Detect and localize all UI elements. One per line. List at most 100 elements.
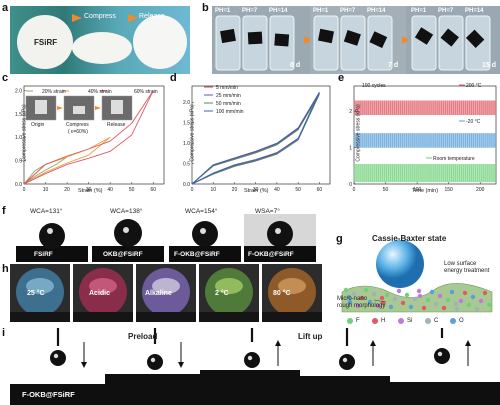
water-droplet xyxy=(147,354,163,370)
atom xyxy=(392,296,398,302)
y-tick-label: 2.0 xyxy=(183,100,190,106)
ph-label: PH=1 xyxy=(313,8,329,14)
arrow-icon xyxy=(402,36,410,44)
arrow-icon xyxy=(72,14,82,22)
panel-a-letter: a xyxy=(2,2,9,14)
drop-label: Acidic xyxy=(89,290,111,297)
substrate xyxy=(92,246,164,262)
ph-label: PH=7 xyxy=(438,8,454,14)
arrow-icon xyxy=(57,106,63,110)
atom xyxy=(400,300,406,306)
chart-e-xlabel: Time (min) xyxy=(412,188,439,194)
wca-label: WCA=138° xyxy=(110,208,143,215)
series-line xyxy=(191,93,320,185)
droplet-reflection xyxy=(152,278,180,294)
legend-50: 50 mm/min xyxy=(216,101,241,107)
droplet-reflection xyxy=(215,278,243,294)
sample-piece xyxy=(220,28,236,44)
fsirf-sample-original xyxy=(17,15,73,69)
element-label: F xyxy=(356,318,360,324)
fsirf-label: FSiRF xyxy=(34,38,58,47)
panel-d-letter: d xyxy=(170,72,177,84)
x-tick-label: 30 xyxy=(86,187,92,193)
sample-label: F-OKB@FSiRF xyxy=(248,251,294,258)
x-tick-label: 10 xyxy=(210,187,216,193)
water-droplet xyxy=(50,350,66,366)
x-tick-label: 50 xyxy=(295,187,301,193)
rough-morphology-label: rough morphology xyxy=(337,303,386,309)
sample-in-photo xyxy=(73,106,85,114)
y-tick-label: 0.5 xyxy=(183,161,190,167)
sample-label: FSiRF xyxy=(34,251,53,258)
substrate xyxy=(262,312,322,322)
atom xyxy=(474,306,480,312)
atom xyxy=(417,293,423,299)
panel-b-drawing xyxy=(212,6,500,74)
drop-label: 25 °C xyxy=(27,290,45,297)
drop-label: 80 °C xyxy=(273,290,291,297)
drop-label: 2 °C xyxy=(215,290,229,297)
y-tick-label: 0.0 xyxy=(183,182,190,188)
legend-60: 60% strain xyxy=(134,89,158,95)
arrow-up-icon xyxy=(465,340,471,346)
series-line xyxy=(191,91,320,185)
substrate xyxy=(199,312,259,322)
cassie-baxter-title: Cassie-Baxter state xyxy=(372,234,447,243)
atom xyxy=(388,304,394,310)
water-droplet xyxy=(114,219,142,247)
atom xyxy=(478,298,484,304)
atom xyxy=(412,296,418,302)
panel-b-photo: PH=1 PH=7 PH=14 PH=1 PH=7 PH=14 PH=1 PH=… xyxy=(212,6,500,74)
drop-label: Alkaline xyxy=(145,290,172,297)
series-line xyxy=(191,93,320,185)
substrate xyxy=(10,312,70,322)
chart-c: 0 10 20 30 40 50 60 0.0 0.5 1.0 1.5 2.0 xyxy=(15,85,165,193)
micro-nano-label: Micro-nano xyxy=(337,296,368,302)
atom xyxy=(346,294,352,300)
substrate xyxy=(16,246,88,262)
element-key xyxy=(450,318,456,324)
arrow-up-icon xyxy=(275,340,281,346)
atom xyxy=(458,298,464,304)
atom xyxy=(437,293,443,299)
compress-label: Compress xyxy=(84,13,116,20)
x-tick-label: 50 xyxy=(383,187,389,193)
droplet-highlight xyxy=(275,228,281,234)
droplet-reflection xyxy=(278,278,306,294)
droplet-highlight xyxy=(150,357,156,363)
atom xyxy=(482,290,488,296)
water-droplet xyxy=(244,352,260,368)
day-label: 0 d xyxy=(290,62,301,69)
atom xyxy=(404,292,410,298)
legend-5: 5 mm/min xyxy=(216,85,238,91)
photo-label-release: Release xyxy=(107,122,126,128)
ph-label: PH=7 xyxy=(242,8,258,14)
preload-label: Preload xyxy=(128,332,158,341)
atom xyxy=(379,295,385,301)
panel-e-letter: e xyxy=(338,72,345,84)
y-tick-label: 1.0 xyxy=(15,135,22,141)
atom xyxy=(421,305,427,311)
atom xyxy=(359,295,365,301)
atom xyxy=(396,288,402,294)
chart-d-xlabel: Strain (%) xyxy=(244,188,269,194)
atom xyxy=(449,289,455,295)
droplet-highlight xyxy=(53,353,59,359)
y-tick-label: 2.0 xyxy=(15,88,22,94)
chart-d: 0 10 20 30 40 50 60 0.0 0.5 1.0 1.5 2.0 xyxy=(183,85,331,193)
series-line xyxy=(23,136,111,185)
arrow-up-icon xyxy=(370,340,376,346)
x-tick-label: 0 xyxy=(191,187,194,193)
energy-treatment-label: energy treatment xyxy=(444,268,490,274)
arrow-down-icon xyxy=(81,362,87,368)
arrow-icon xyxy=(128,14,138,22)
atom xyxy=(343,287,349,293)
x-tick-label: 20 xyxy=(232,187,238,193)
pointer-line xyxy=(373,299,387,303)
chart-d-ylabel: Compressive stress (kPa) xyxy=(189,104,196,162)
arrow-down-icon xyxy=(178,362,184,368)
atom xyxy=(384,292,390,298)
element-label: Si xyxy=(407,318,413,324)
wca-label: WCA=131° xyxy=(30,208,63,215)
atom xyxy=(486,302,492,308)
